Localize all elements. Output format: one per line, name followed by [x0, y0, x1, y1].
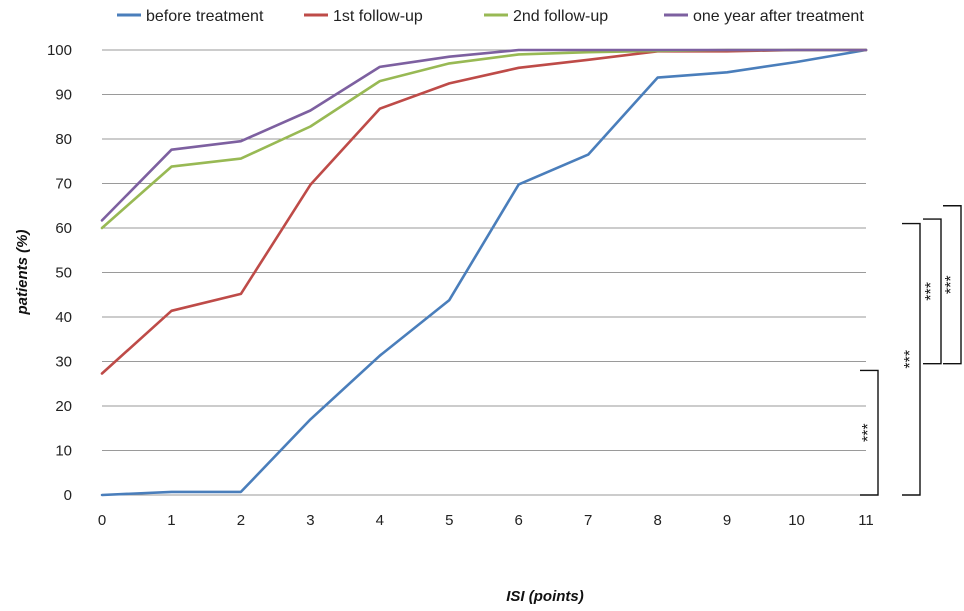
legend-label-2: 2nd follow-up — [513, 8, 608, 25]
series-lines — [100, 48, 868, 497]
significance-label-2: *** — [923, 282, 940, 301]
significance-label-3: *** — [943, 275, 960, 294]
y-tick-label: 20 — [55, 398, 72, 415]
x-tick-label: 10 — [788, 512, 805, 529]
series-line-3 — [100, 48, 868, 222]
legend: before treatment 1st follow-up 2nd follow-… — [117, 8, 864, 25]
y-tick-label: 60 — [55, 220, 72, 237]
y-tick-label: 0 — [64, 487, 72, 504]
y-tick-label: 90 — [55, 87, 72, 104]
x-tick-label: 6 — [515, 512, 523, 529]
significance-bracket-1 — [902, 222, 921, 496]
series-line-1 — [100, 48, 868, 375]
x-tick-labels: 0 1 2 3 4 5 6 7 8 9 10 11 — [98, 512, 874, 529]
legend-label-0: before treatment — [146, 8, 264, 25]
y-tick-label: 100 — [47, 42, 72, 59]
x-tick-label: 0 — [98, 512, 106, 529]
y-tick-label: 30 — [55, 354, 72, 371]
y-tick-label: 50 — [55, 265, 72, 282]
y-axis-title: patients (%) — [14, 229, 31, 315]
significance-bracket-3 — [943, 205, 962, 365]
x-tick-label: 1 — [167, 512, 175, 529]
y-tick-label: 40 — [55, 309, 72, 326]
x-tick-label: 8 — [653, 512, 661, 529]
y-tick-label: 10 — [55, 443, 72, 460]
y-tick-label: 70 — [55, 176, 72, 193]
significance-brackets: ********* *** — [860, 205, 962, 496]
significance-label-0: *** — [860, 423, 877, 442]
x-tick-label: 3 — [306, 512, 314, 529]
x-tick-label: 7 — [584, 512, 592, 529]
x-tick-label: 11 — [858, 512, 874, 529]
significance-label-1: *** — [902, 350, 919, 369]
legend-label-1: 1st follow-up — [333, 8, 423, 25]
x-tick-label: 5 — [445, 512, 453, 529]
legend-label-3: one year after treatment — [693, 8, 864, 25]
y-tick-label: 80 — [55, 131, 72, 148]
x-tick-label: 4 — [376, 512, 384, 529]
x-axis-title: ISI (points) — [506, 588, 584, 605]
significance-bracket-2 — [923, 218, 942, 365]
gridlines — [102, 49, 866, 496]
series-line-0 — [100, 48, 868, 497]
y-tick-labels: 0 10 20 30 40 50 60 70 80 90 100 — [47, 42, 72, 504]
x-tick-label: 9 — [723, 512, 731, 529]
x-tick-label: 2 — [237, 512, 245, 529]
significance-bracket-0 — [860, 369, 879, 496]
